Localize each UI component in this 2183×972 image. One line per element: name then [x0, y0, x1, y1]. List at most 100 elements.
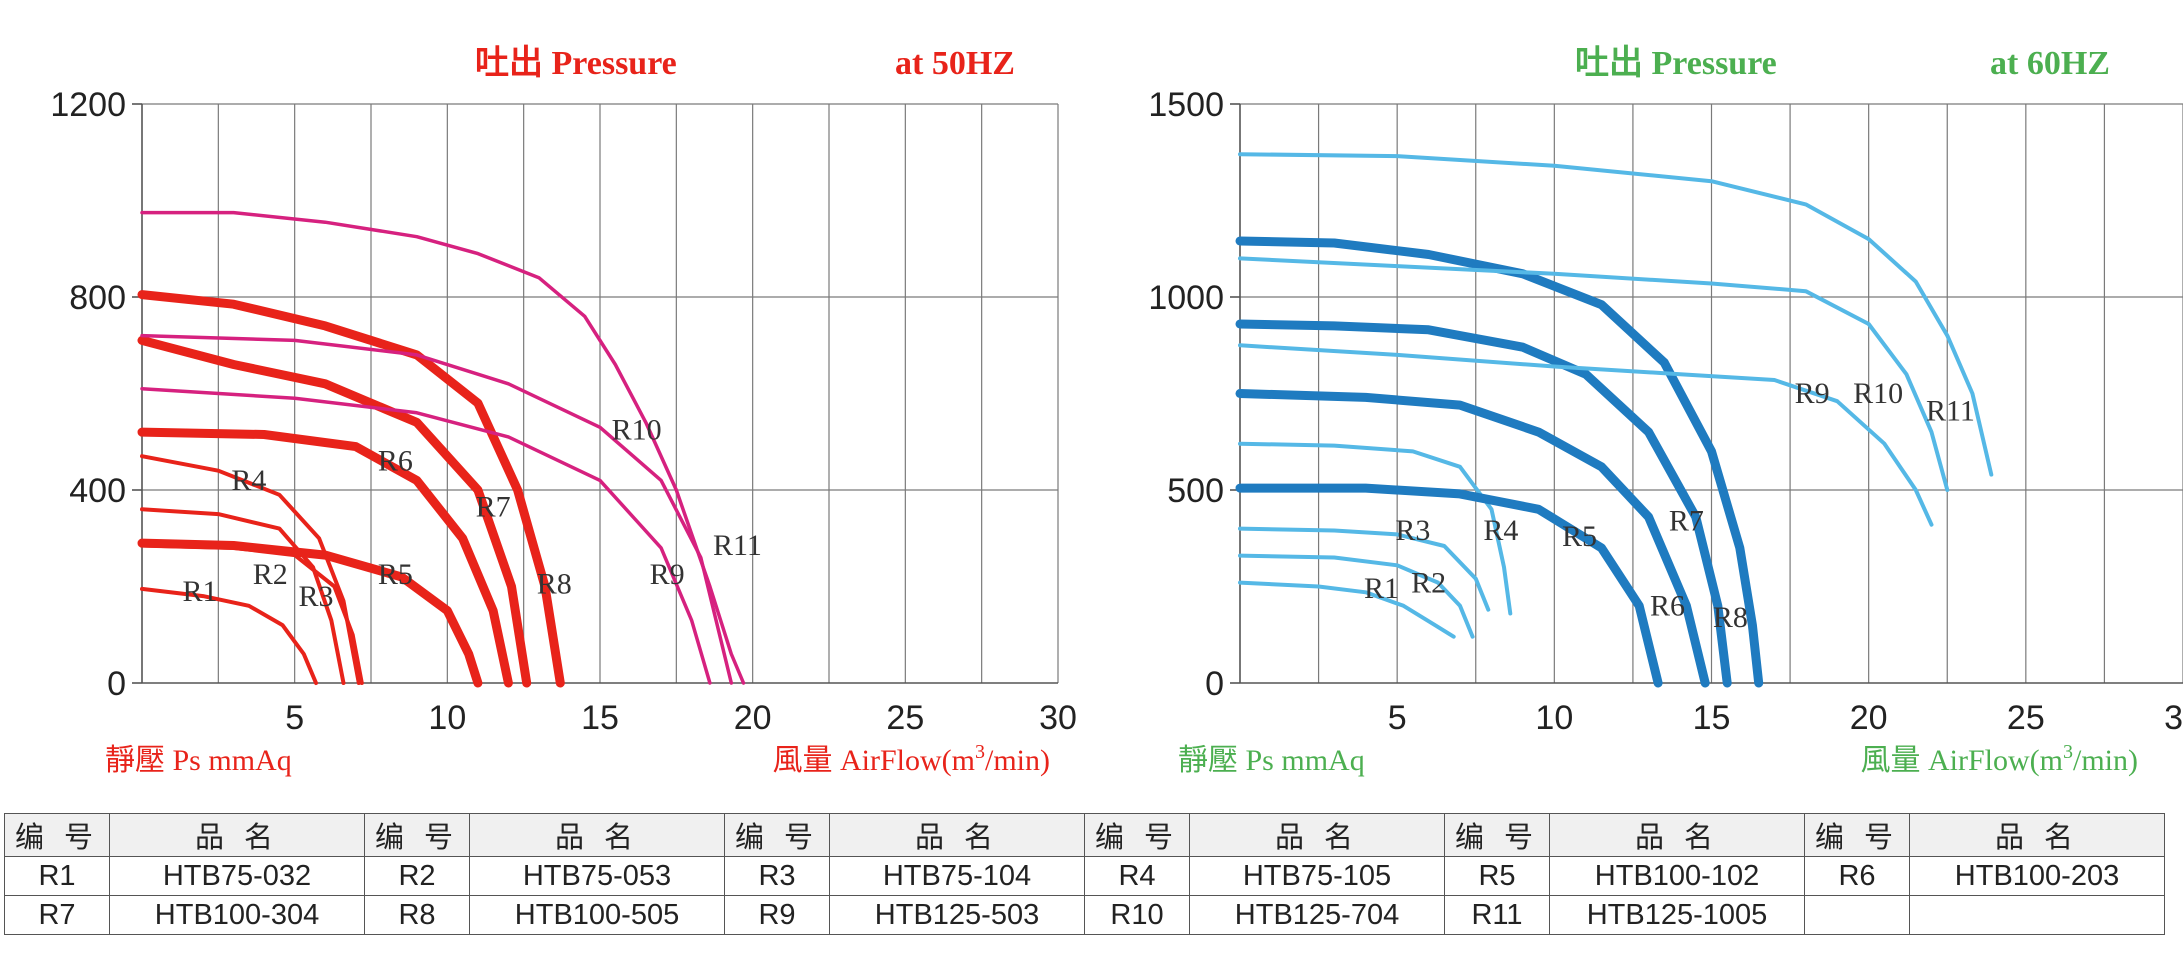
- y-tick-label: 500: [1167, 472, 1224, 510]
- curve-label-r8: R8: [537, 568, 572, 601]
- header-code: 编 号: [1444, 813, 1550, 857]
- curve-label-r4: R4: [1483, 514, 1518, 547]
- model-code: R3: [724, 856, 830, 896]
- curve-r6: [1235, 389, 1710, 688]
- curve-label-r5: R5: [378, 558, 413, 591]
- model-name: HTB100-304: [109, 895, 365, 935]
- header-code: 编 号: [1804, 813, 1910, 857]
- header-name: 品 名: [109, 813, 365, 857]
- x-tick-label: 15: [1693, 699, 1731, 737]
- model-code: R11: [1444, 895, 1550, 935]
- x-tick-label: 25: [886, 699, 924, 737]
- header-name: 品 名: [1549, 813, 1805, 857]
- model-name: [1909, 895, 2165, 935]
- chart-title: 吐出 Pressure: [1575, 44, 1777, 82]
- x-tick-label: 10: [1535, 699, 1573, 737]
- model-name: HTB100-505: [469, 895, 725, 935]
- chart-frequency: at 50HZ: [895, 45, 1015, 82]
- table-header-row: 编 号品 名编 号品 名编 号品 名编 号品 名编 号品 名编 号品 名: [4, 813, 2165, 857]
- x-axis-label-main: 風量 AirFlow(m: [773, 744, 976, 777]
- curve-r6: [137, 427, 513, 688]
- y-tick-label: 400: [69, 472, 126, 510]
- curve-label-r8: R8: [1713, 601, 1748, 634]
- model-code: [1804, 895, 1910, 935]
- x-tick-label: 20: [734, 699, 772, 737]
- header-code: 编 号: [364, 813, 470, 857]
- y-axis-label: 靜壓 Ps mmAq: [105, 744, 292, 777]
- curve-label-r1: R1: [1364, 572, 1399, 605]
- curve-r1: [140, 586, 318, 685]
- model-code: R2: [364, 856, 470, 896]
- x-axis-label-unit: /min): [2073, 744, 2138, 777]
- header-name: 品 名: [829, 813, 1085, 857]
- curve-label-r3: R3: [1395, 514, 1430, 547]
- curve-label-r2: R2: [253, 558, 288, 591]
- chart-frequency: at 60HZ: [1990, 45, 2110, 82]
- model-code: R5: [1444, 856, 1550, 896]
- y-tick-label: 800: [69, 279, 126, 317]
- curve-r7: [1235, 319, 1732, 688]
- chart-1: 0 400 800 1200 5 10 15 20 25 30 R1 R2 R3 R4 R5 R6 R7 R8 R9…: [50, 44, 1077, 777]
- model-code: R1: [4, 856, 110, 896]
- table-row: R7 HTB100-304 R8 HTB100-505 R9 HTB125-503 R10 H…: [4, 895, 2165, 935]
- header-code: 编 号: [4, 813, 110, 857]
- x-tick-label: 15: [581, 699, 619, 737]
- y-axis-label: 靜壓 Ps mmAq: [1178, 744, 1365, 777]
- curve-r4: [1238, 441, 1513, 616]
- curve-r8: [137, 290, 565, 688]
- model-code: R9: [724, 895, 830, 935]
- chart-title: 吐出 Pressure: [475, 44, 677, 82]
- curve-r5: [137, 538, 483, 688]
- curve-label-r11: R11: [1926, 395, 1975, 428]
- y-tick-label: 0: [1205, 665, 1224, 703]
- header-name: 品 名: [1189, 813, 1445, 857]
- x-axis-label: 風量 AirFlow(m3/min): [773, 741, 1051, 777]
- x-tick-label: 5: [285, 699, 304, 737]
- model-name: HTB75-104: [829, 856, 1085, 896]
- curve-r11: [1238, 152, 1994, 477]
- curve-r4: [140, 454, 361, 685]
- curve-label-r5: R5: [1562, 520, 1597, 553]
- model-code: R8: [364, 895, 470, 935]
- model-name: HTB75-032: [109, 856, 365, 896]
- model-name: HTB125-503: [829, 895, 1085, 935]
- x-tick-label: 10: [428, 699, 466, 737]
- curve-r8: [1235, 236, 1764, 688]
- table-row: R1 HTB75-032 R2 HTB75-053 R3 HTB75-104 R4 HTB75…: [4, 856, 2165, 896]
- curve-r1: [1238, 580, 1456, 639]
- curve-label-r10: R10: [1853, 377, 1903, 410]
- x-tick-label: 30: [2164, 699, 2183, 737]
- model-code: R10: [1084, 895, 1190, 935]
- curve-r11: [140, 210, 746, 685]
- curve-label-r1: R1: [183, 575, 218, 608]
- curve-label-r10: R10: [612, 413, 662, 446]
- model-name: HTB125-704: [1189, 895, 1445, 935]
- curve-r10: [1238, 256, 1950, 492]
- curve-r2: [1238, 553, 1475, 639]
- x-tick-label: 20: [1850, 699, 1888, 737]
- x-axis-label: 風量 AirFlow(m3/min): [1861, 741, 2139, 777]
- curve-label-r11: R11: [713, 529, 762, 562]
- y-tick-label: 0: [107, 665, 126, 703]
- curve-label-r7: R7: [476, 491, 511, 524]
- y-tick-label: 1000: [1148, 279, 1224, 317]
- curve-label-r6: R6: [378, 445, 413, 478]
- x-tick-label: 30: [1039, 699, 1077, 737]
- curve-r9: [1238, 343, 1934, 527]
- header-code: 编 号: [1084, 813, 1190, 857]
- x-axis-label-sup: 3: [975, 741, 985, 763]
- curve-r3: [1238, 526, 1491, 612]
- curve-label-r4: R4: [231, 464, 266, 497]
- curve-r5: [1235, 483, 1663, 688]
- header-name: 品 名: [1909, 813, 2165, 857]
- model-name: HTB125-1005: [1549, 895, 1805, 935]
- curve-r9: [140, 386, 712, 685]
- model-name: HTB100-203: [1909, 856, 2165, 896]
- curve-r7: [137, 335, 532, 688]
- model-name: HTB75-105: [1189, 856, 1445, 896]
- x-axis-label-sup: 3: [2063, 741, 2073, 763]
- x-axis-label-main: 風量 AirFlow(m: [1861, 744, 2064, 777]
- model-table: 编 号品 名编 号品 名编 号品 名编 号品 名编 号品 名编 号品 名 R1 HT…: [4, 813, 2165, 935]
- curve-label-r3: R3: [299, 580, 334, 613]
